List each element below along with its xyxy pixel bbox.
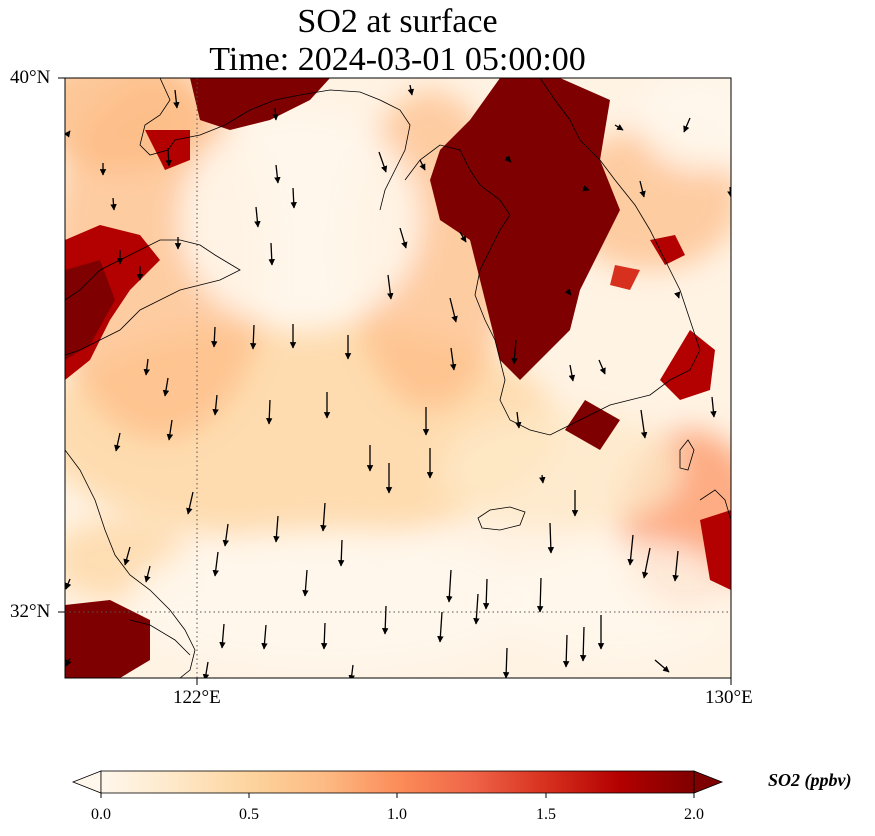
wind-vector-arrow	[564, 288, 572, 296]
map-title-line2: Time: 2024-03-01 05:00:00	[209, 41, 586, 78]
wind-vector-arrow	[378, 151, 388, 173]
wind-vector-arrow	[268, 242, 275, 266]
wind-vector-arrow	[202, 661, 210, 678]
y-tick-label-40n: 40°N	[10, 67, 51, 88]
wind-vector-arrow	[459, 231, 467, 243]
wind-vector-arrow	[437, 611, 444, 643]
colorbar-bar	[101, 771, 694, 793]
wind-vector-arrow	[114, 432, 121, 452]
wind-vector-arrow	[511, 339, 518, 365]
wind-vector-arrow	[598, 359, 606, 375]
colorbar-tick-label: 0.0	[91, 806, 111, 823]
wind-vector-arrow	[419, 159, 426, 171]
wind-vector-arrow	[265, 399, 273, 425]
wind-vector-arrow	[710, 396, 717, 418]
wind-vector-arrow	[219, 623, 226, 649]
wind-vector-arrow	[641, 547, 651, 579]
wind-vector-arrow	[683, 117, 691, 133]
tsushima-island	[679, 439, 695, 471]
wind-vector-arrow	[614, 124, 624, 131]
wind-vector-arrow	[123, 546, 131, 566]
wind-vector-arrow	[65, 130, 71, 138]
so2-hotspots	[65, 78, 731, 678]
wind-vector-arrow	[249, 324, 257, 350]
wind-vector-arrow	[65, 578, 72, 590]
wind-vector-arrow	[110, 197, 117, 211]
colorbar-tick-label: 0.5	[239, 806, 259, 823]
wind-vector-arrow	[387, 274, 394, 300]
x-tick-label-122e: 122°E	[173, 687, 221, 708]
wind-vector-arrow	[568, 364, 576, 382]
wind-vector-arrow	[672, 550, 679, 582]
wind-vector-arrow	[348, 664, 355, 678]
colorbar-extend-max	[693, 770, 724, 794]
x-tick-label-130e: 130°E	[705, 687, 753, 708]
wind-vector-arrow	[547, 522, 555, 554]
wind-vector-arrow	[539, 474, 546, 484]
wind-vector-arrow	[165, 147, 172, 167]
wind-vector-arrow	[515, 411, 522, 429]
wind-vector-arrow	[166, 419, 174, 441]
wind-vector-arrow	[502, 647, 510, 678]
wind-vector-arrow	[302, 569, 309, 597]
wind-vector-arrow	[473, 593, 480, 625]
wind-vector-arrow	[337, 539, 345, 567]
wind-vector-arrow	[674, 291, 681, 299]
jeju-island	[477, 506, 526, 531]
map-frame	[64, 77, 732, 679]
wind-vector-arrow	[222, 523, 230, 547]
wind-vector-arrow	[579, 626, 587, 662]
wind-vector-arrow	[273, 515, 280, 543]
colorbar-extend-min	[71, 770, 102, 794]
wind-vector-arrow	[65, 657, 72, 667]
wind-vector-arrow	[399, 227, 408, 249]
wind-vectors	[65, 84, 731, 678]
yangtze-estuary	[129, 619, 191, 656]
jiangsu-coastline	[65, 449, 196, 678]
wind-vector-arrow	[162, 377, 170, 397]
wind-vector-arrow	[173, 89, 180, 109]
wind-vector-arrow	[143, 358, 150, 376]
wind-vector-arrow	[274, 164, 281, 184]
map-title-line1: SO2 at surface	[297, 3, 498, 40]
wind-vector-arrow	[639, 180, 646, 198]
colorbar-tick-label: 2.0	[684, 806, 704, 823]
wind-vector-arrow	[290, 187, 297, 209]
colorbar-tick-label: 1.5	[536, 806, 556, 823]
japan-coast	[699, 489, 731, 521]
wind-vector-arrow	[261, 624, 268, 650]
wind-vector-arrow	[504, 155, 512, 163]
wind-vector-arrow	[320, 502, 327, 532]
north-korea-coastline	[404, 78, 701, 436]
y-tick-label-32n: 32°N	[10, 601, 51, 622]
wind-vector-arrow	[144, 565, 151, 583]
wind-vector-arrow	[536, 577, 544, 613]
colorbar-tick-label: 1.0	[387, 806, 407, 823]
wind-vector-arrow	[562, 634, 570, 668]
colorbar-title: SO2 (ppbv)	[768, 770, 852, 790]
so2-field	[65, 78, 731, 678]
wind-vector-arrow	[381, 605, 389, 635]
wind-vector-arrow	[272, 107, 279, 121]
wind-vector-arrow	[212, 551, 219, 577]
wind-vector-arrow	[320, 622, 328, 650]
wind-vector-arrow	[449, 347, 457, 371]
gridlines	[65, 78, 731, 678]
wind-vector-arrow	[449, 297, 458, 323]
liaoning-coastline	[139, 78, 411, 211]
wind-vector-arrow	[212, 394, 219, 416]
wind-vector-arrow	[482, 578, 490, 610]
wind-vector-arrow	[640, 409, 648, 439]
wind-vector-arrow	[654, 659, 670, 673]
wind-vector-arrow	[186, 491, 194, 515]
wind-vector-arrow	[211, 326, 218, 348]
wind-vector-arrow	[407, 84, 415, 96]
wind-vector-arrow	[582, 185, 590, 192]
wind-vector-arrow	[254, 206, 261, 228]
wind-vector-arrow	[627, 534, 634, 566]
colorbar-ticks	[100, 793, 695, 798]
wind-vector-arrow	[446, 569, 453, 603]
